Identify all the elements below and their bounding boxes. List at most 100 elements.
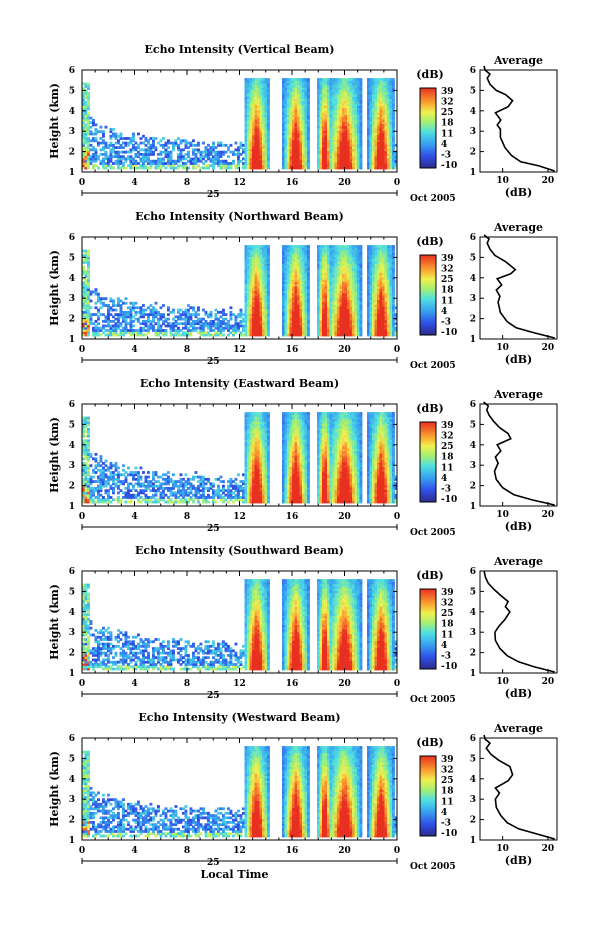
heatmap-cell bbox=[324, 93, 328, 97]
heatmap-cell bbox=[377, 164, 380, 168]
heatmap-cell bbox=[137, 162, 140, 165]
heatmap-cell bbox=[124, 141, 128, 145]
heatmap-cell bbox=[264, 317, 268, 321]
heatmap-cell bbox=[182, 313, 185, 316]
heatmap-cell bbox=[184, 326, 188, 330]
heatmap-cell bbox=[84, 301, 88, 305]
heatmap-cell bbox=[234, 324, 238, 328]
heatmap-cell bbox=[344, 105, 348, 109]
heatmap-cell bbox=[319, 249, 323, 253]
heatmap-cell bbox=[257, 281, 260, 285]
heatmap-cell bbox=[297, 141, 300, 145]
heatmap-cell bbox=[167, 139, 170, 143]
heatmap-cell bbox=[324, 89, 328, 93]
heatmap-cell bbox=[349, 146, 353, 149]
heatmap-cell bbox=[354, 297, 358, 301]
heatmap-cell bbox=[322, 288, 325, 292]
heatmap-cell bbox=[264, 324, 268, 328]
heatmap-cell bbox=[332, 80, 335, 84]
heatmap-cell bbox=[324, 130, 328, 134]
heatmap-cell bbox=[132, 329, 135, 332]
heatmap-cell bbox=[324, 306, 328, 310]
heatmap-cell bbox=[267, 258, 270, 262]
heatmap-cell bbox=[257, 254, 260, 257]
heatmap-cell bbox=[359, 93, 363, 97]
heatmap-cell bbox=[84, 141, 88, 145]
heatmap-cell bbox=[357, 164, 360, 168]
heatmap-cell bbox=[289, 301, 293, 305]
heatmap-cell bbox=[352, 146, 355, 149]
heatmap-cell bbox=[254, 260, 258, 264]
heatmap-cell bbox=[267, 116, 270, 120]
heatmap-cell bbox=[372, 114, 375, 118]
heatmap-cell bbox=[359, 306, 363, 310]
heatmap-cell bbox=[292, 155, 295, 159]
heatmap-cell bbox=[294, 132, 298, 136]
heatmap-cell bbox=[147, 313, 150, 316]
heatmap-cell bbox=[389, 105, 393, 109]
heatmap-cell bbox=[297, 260, 300, 264]
heatmap-cell bbox=[82, 258, 85, 262]
heatmap-cell bbox=[379, 103, 383, 106]
heatmap-cell bbox=[344, 112, 348, 115]
heatmap-cell bbox=[294, 267, 298, 271]
heatmap-cell bbox=[264, 78, 268, 81]
heatmap-cell bbox=[237, 313, 240, 316]
heatmap-cell bbox=[344, 317, 348, 321]
heatmap-cell bbox=[367, 96, 370, 100]
heatmap-cell bbox=[192, 148, 195, 152]
heatmap-cell bbox=[327, 134, 330, 138]
heatmap-cell bbox=[299, 125, 303, 129]
heatmap-cell bbox=[179, 155, 183, 159]
heatmap-cell bbox=[342, 109, 345, 113]
heatmap-cell bbox=[342, 96, 345, 100]
heatmap-cell bbox=[187, 322, 190, 326]
heatmap-cell bbox=[382, 162, 385, 165]
heatmap-cell bbox=[87, 258, 90, 262]
heatmap-cell bbox=[144, 143, 148, 147]
heatmap-cell bbox=[264, 128, 268, 131]
heatmap-cell bbox=[367, 324, 370, 328]
heatmap-cell bbox=[254, 310, 258, 314]
heatmap-cell bbox=[154, 301, 158, 305]
heatmap-cell bbox=[82, 116, 85, 120]
heatmap-cell bbox=[244, 150, 248, 154]
heatmap-cell bbox=[374, 164, 378, 168]
heatmap-cell bbox=[282, 116, 285, 120]
heatmap-cell bbox=[259, 118, 263, 122]
heatmap-cell bbox=[317, 249, 320, 253]
heatmap-cell bbox=[84, 157, 88, 161]
heatmap-cell bbox=[82, 103, 85, 106]
heatmap-cell bbox=[284, 96, 288, 100]
heatmap-cell bbox=[302, 304, 305, 307]
heatmap-cell bbox=[159, 143, 163, 147]
heatmap-cell bbox=[302, 159, 305, 163]
heatmap-cell bbox=[359, 308, 363, 312]
heatmap-cell bbox=[117, 313, 120, 316]
heatmap-cell bbox=[349, 150, 353, 154]
heatmap-cell bbox=[349, 290, 353, 294]
heatmap-cell bbox=[89, 143, 93, 147]
heatmap-cell bbox=[359, 128, 363, 131]
heatmap-cell bbox=[389, 91, 393, 95]
heatmap-cell bbox=[319, 139, 323, 143]
heatmap-cell bbox=[224, 162, 228, 165]
heatmap-cell bbox=[324, 128, 328, 131]
heatmap-cell bbox=[259, 116, 263, 120]
heatmap-cell bbox=[334, 150, 338, 154]
heatmap-cell bbox=[87, 125, 90, 129]
heatmap-cell bbox=[299, 292, 303, 296]
heatmap-cell bbox=[294, 125, 298, 129]
heatmap-cell bbox=[257, 121, 260, 125]
heatmap-cell bbox=[209, 164, 213, 168]
heatmap-cell bbox=[247, 285, 250, 289]
heatmap-cell bbox=[282, 322, 285, 326]
heatmap-cell bbox=[347, 290, 350, 294]
heatmap-cell bbox=[177, 164, 180, 168]
heatmap-cell bbox=[322, 159, 325, 163]
heatmap-cell bbox=[347, 150, 350, 154]
heatmap-cell bbox=[102, 304, 105, 307]
heatmap-cell bbox=[282, 245, 285, 248]
heatmap-cell bbox=[147, 159, 150, 163]
heatmap-cell bbox=[384, 80, 388, 84]
